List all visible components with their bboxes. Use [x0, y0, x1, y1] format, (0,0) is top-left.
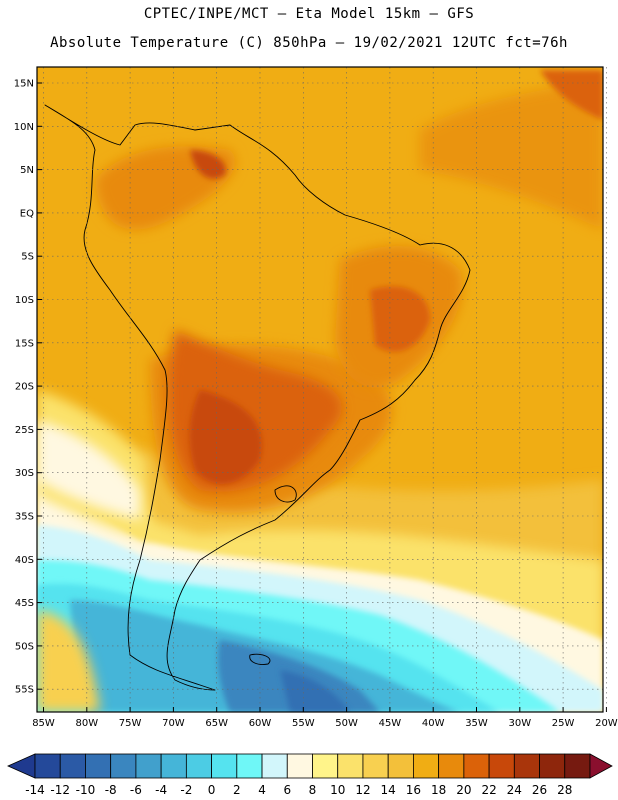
colorbar-tick-label: 24 [507, 783, 522, 797]
lon-label: 70W [162, 718, 185, 729]
lon-label: 30W [508, 718, 531, 729]
lon-label: 65W [205, 718, 228, 729]
lat-label: 25S [15, 425, 34, 436]
lat-label: 30S [15, 468, 34, 479]
lon-label: 40W [422, 718, 445, 729]
colorbar-tick-label: 12 [355, 783, 370, 797]
lon-label: 20W [595, 718, 618, 729]
colorbar-tick-label: -14 [25, 783, 45, 797]
colorbar-swatch [513, 753, 540, 779]
colorbar-swatch [211, 753, 238, 779]
colorbar-swatch [185, 753, 212, 779]
colorbar-swatch [488, 753, 515, 779]
colorbar-swatch [85, 753, 112, 779]
colorbar-tick-label: 0 [208, 783, 216, 797]
colorbar-swatch [564, 753, 591, 779]
colorbar-swatch [34, 753, 61, 779]
colorbar-tick-labels: -14 -12 -10 -8 -6 -4 -2 0 2 4 6 8 10 12 14 16 18 20 22 24 26… [25, 783, 572, 797]
lon-label: 35W [465, 718, 488, 729]
colorbar-swatch [261, 753, 288, 779]
lat-label: 55S [15, 685, 34, 696]
colorbar-tick-label: -6 [130, 783, 142, 797]
colorbar-tick-label: 22 [481, 783, 496, 797]
lon-label: 50W [335, 718, 358, 729]
colorbar-tick-label: -2 [180, 783, 192, 797]
colorbar-swatch [539, 753, 566, 779]
colorbar-max-arrow [589, 753, 613, 779]
colorbar-tick-label: -8 [105, 783, 117, 797]
colorbar-swatch [337, 753, 364, 779]
lat-label: 40S [15, 555, 34, 566]
colorbar-tick-label: 26 [532, 783, 547, 797]
colorbar-tick-label: 14 [381, 783, 396, 797]
map-frame [36, 66, 604, 713]
chart-title: CPTEC/INPE/MCT – Eta Model 15km – GFS [143, 6, 475, 22]
colorbar-tick-label: 16 [406, 783, 421, 797]
lon-label: 85W [32, 718, 55, 729]
colorbar-swatch [387, 753, 414, 779]
colorbar-tick-label: 4 [258, 783, 266, 797]
lat-label: 15N [14, 79, 34, 90]
colorbar-swatch [362, 753, 389, 779]
lon-label: 45W [379, 718, 402, 729]
colorbar-swatch [413, 753, 440, 779]
colorbar-tick-label: -12 [50, 783, 70, 797]
colorbar-tick-label: 10 [330, 783, 345, 797]
colorbar-tick-label: -4 [155, 783, 167, 797]
lon-label: 60W [249, 718, 272, 729]
lat-label: 50S [15, 641, 34, 652]
chart-subtitle: Absolute Temperature (C) 850hPa – 19/02/… [50, 35, 568, 51]
lat-label: 45S [15, 598, 34, 609]
lon-label: 55W [292, 718, 315, 729]
colorbar-tick-label: 2 [233, 783, 241, 797]
colorbar-tick-label: 18 [431, 783, 446, 797]
colorbar-swatch [160, 753, 187, 779]
colorbar-swatch [438, 753, 465, 779]
colorbar-tick-label: 20 [456, 783, 471, 797]
colorbar-swatch [135, 753, 162, 779]
lat-label: 10S [15, 295, 34, 306]
longitude-labels: 85W 80W 75W 70W 65W 60W 55W 50W 45W 40W 35W 30W 25W 2… [32, 707, 618, 729]
lat-label: 5S [21, 252, 34, 263]
lat-label: 15S [15, 338, 34, 349]
colorbar-min-arrow [7, 753, 36, 779]
lat-label: 10N [14, 122, 34, 133]
colorbar-swatch [312, 753, 339, 779]
lat-label: EQ [20, 208, 34, 219]
lon-label: 25W [552, 718, 575, 729]
colorbar-swatch [463, 753, 490, 779]
colorbar-swatch [236, 753, 263, 779]
colorbar-tick-label: 8 [309, 783, 317, 797]
lon-label: 80W [75, 718, 98, 729]
lat-label: 5N [20, 165, 34, 176]
lon-label: 75W [119, 718, 142, 729]
colorbar-tick-label: -10 [76, 783, 96, 797]
lat-label: 20S [15, 382, 34, 393]
temperature-field [37, 67, 603, 712]
lat-label: 35S [15, 512, 34, 523]
colorbar-tick-label: 6 [283, 783, 291, 797]
colorbar-swatch [59, 753, 86, 779]
colorbar-swatch [286, 753, 313, 779]
colorbar [7, 753, 613, 779]
coastlines [44, 104, 471, 691]
colorbar-swatch [110, 753, 137, 779]
latitude-labels: 15N 10N 5N EQ 5S 10S 15S 20S 25S 30S 35S 40S 45S 50S 5… [14, 79, 42, 696]
colorbar-tick-label: 28 [557, 783, 572, 797]
